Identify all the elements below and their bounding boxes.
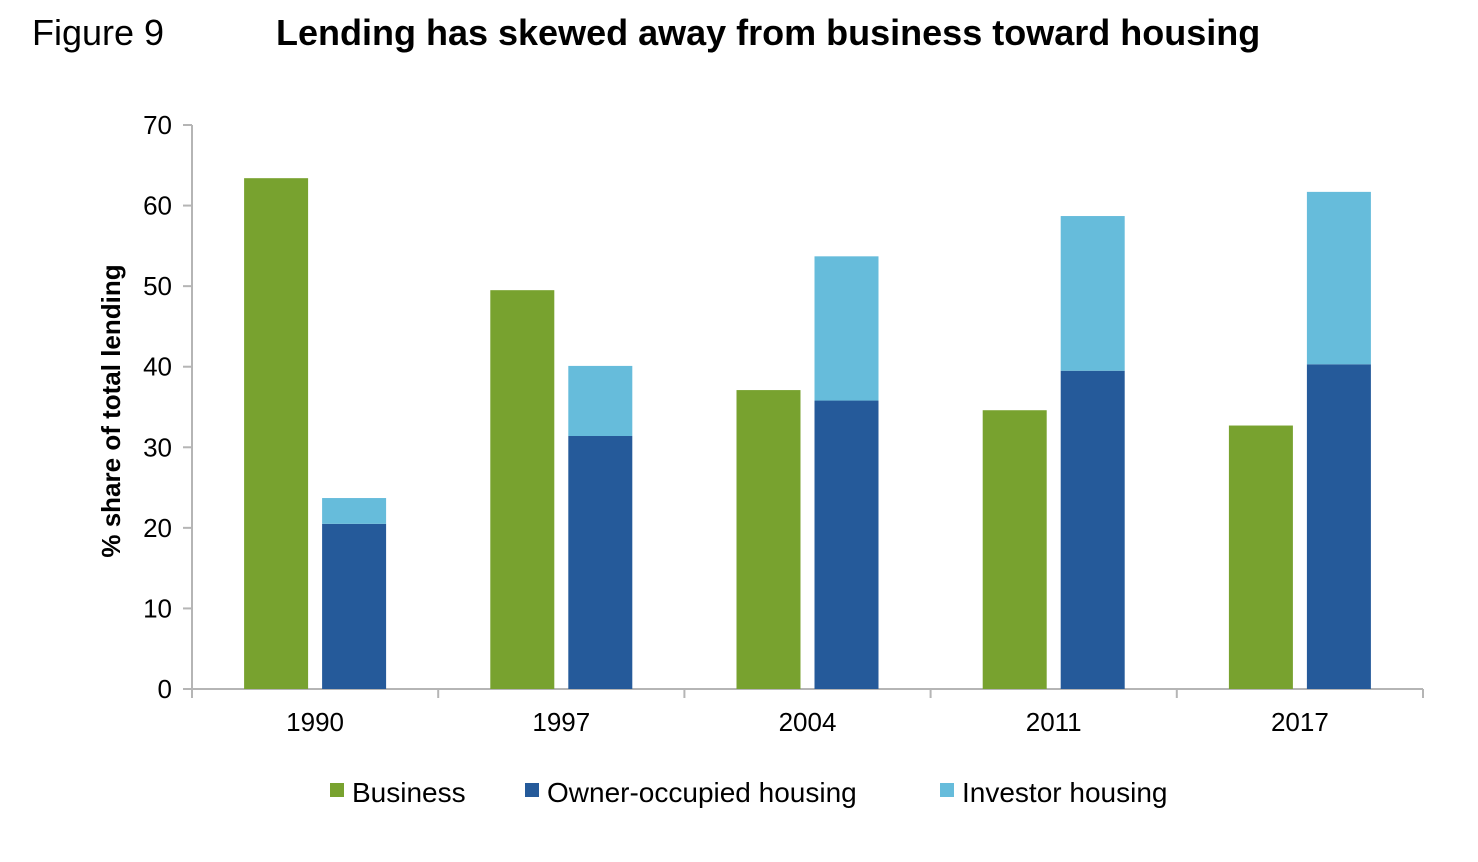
y-tick-label: 60 <box>143 191 172 221</box>
business-bar <box>244 178 309 690</box>
legend-investor-label: Investor housing <box>962 777 1167 808</box>
chart-title: Lending has skewed away from business to… <box>276 12 1261 53</box>
owner-occupied-bar <box>1306 364 1371 689</box>
legend-owner-occupied-swatch <box>525 783 539 797</box>
owner-occupied-bar <box>568 436 633 689</box>
legend-business-label: Business <box>352 777 466 808</box>
figure-label: Figure 9 <box>32 12 165 53</box>
y-tick-label: 30 <box>143 432 172 462</box>
investor-bar <box>322 498 387 524</box>
y-tick-label: 0 <box>158 674 172 704</box>
y-tick-label: 50 <box>143 271 172 301</box>
investor-bar <box>814 256 879 401</box>
x-tick-label: 2017 <box>1271 707 1329 737</box>
x-tick-label: 2011 <box>1026 707 1082 737</box>
owner-occupied-bar <box>1060 370 1125 689</box>
business-bar <box>490 290 555 689</box>
y-tick-label: 70 <box>143 110 172 140</box>
y-axis-title: % share of total lending <box>96 264 126 557</box>
legend-owner-occupied-label: Owner-occupied housing <box>547 777 857 808</box>
y-tick-label: 10 <box>143 593 172 623</box>
investor-bar <box>568 365 633 437</box>
legend-business-swatch <box>330 783 344 797</box>
legend-investor-swatch <box>940 783 954 797</box>
x-tick-label: 1990 <box>286 707 344 737</box>
investor-bar <box>1060 216 1125 371</box>
owner-occupied-bar <box>322 523 387 689</box>
x-tick-label: 2004 <box>779 707 837 737</box>
business-bar <box>736 390 801 689</box>
business-bar <box>982 410 1047 689</box>
y-tick-label: 20 <box>143 513 172 543</box>
y-tick-label: 40 <box>143 352 172 382</box>
business-bar <box>1228 425 1293 689</box>
x-tick-label: 1997 <box>532 707 590 737</box>
investor-bar <box>1306 191 1371 365</box>
owner-occupied-bar <box>814 400 879 689</box>
